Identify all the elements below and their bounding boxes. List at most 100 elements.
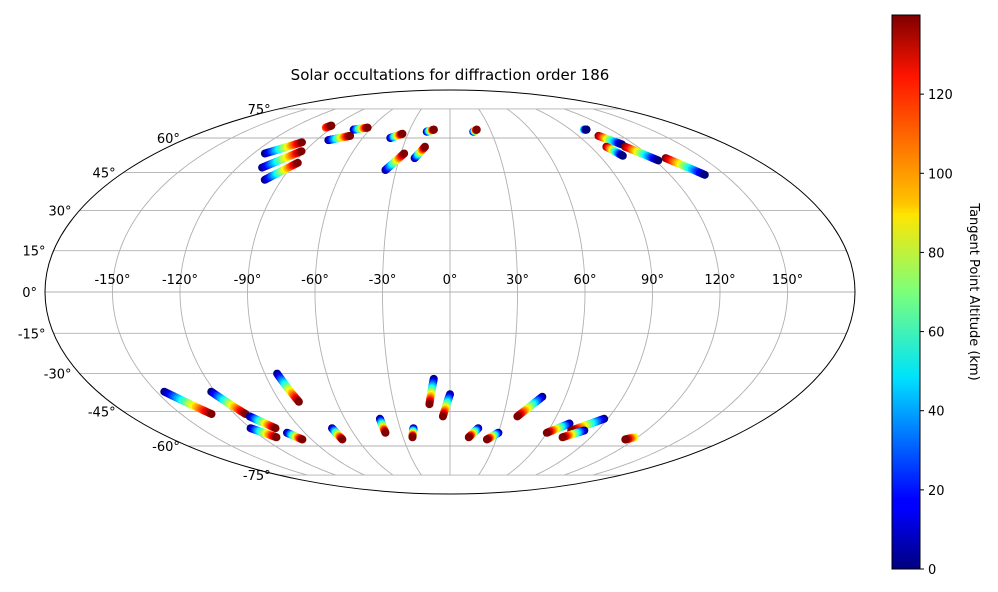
latitude-tick-label: 30°	[48, 204, 71, 219]
occultation-track	[283, 428, 307, 444]
occultation-track	[410, 142, 429, 163]
map-area: -150° -120° -90° -60° -30° 0° 30° 60° 90° 120° 150…	[18, 89, 856, 495]
occultation-track	[425, 374, 438, 409]
latitude-tick-label: 15°	[23, 245, 46, 260]
track-point	[294, 397, 303, 406]
latitude-tick-label: -15°	[18, 327, 46, 342]
latitude-tick-label: -60°	[152, 440, 180, 455]
chart-title: Solar occultations for diffraction order…	[291, 66, 610, 84]
occultation-track	[375, 414, 390, 437]
map-outline	[44, 89, 856, 495]
track-point	[297, 138, 306, 147]
track-point	[618, 151, 627, 160]
track-point	[271, 424, 280, 433]
colorbar-tick-label: 40	[928, 405, 945, 420]
longitude-tick-labels: -150° -120° -90° -60° -30° 0° 30° 60° 90° 120° 150…	[94, 273, 803, 288]
track-point	[654, 156, 663, 165]
track-point	[621, 435, 630, 444]
occultation-track	[621, 433, 639, 444]
colorbar-gradient	[891, 14, 921, 570]
occultation-track	[381, 149, 409, 174]
occultation-track	[661, 154, 709, 179]
latitude-tick-labels: 75° 60° 45° 30° 15° 0° -15° -30° -45° -60° -75°	[18, 103, 271, 484]
occultation-track	[594, 131, 627, 149]
occultation-track	[464, 424, 483, 442]
track-point	[513, 412, 522, 421]
longitude-tick-label: -90°	[234, 273, 262, 288]
latitude-tick-label: 0°	[22, 286, 37, 301]
longitude-tick-label: 150°	[772, 273, 803, 288]
occultation-track	[258, 147, 306, 172]
colorbar-tick-label: 60	[928, 326, 945, 341]
occultation-track	[542, 419, 574, 437]
track-point	[363, 123, 372, 132]
occultation-track	[273, 369, 303, 406]
longitude-tick-label: 60°	[573, 273, 596, 288]
track-point	[542, 428, 551, 437]
occultation-track	[321, 121, 336, 132]
occultation-track	[260, 158, 302, 184]
occultation-track	[469, 125, 481, 136]
longitude-tick-label: -60°	[301, 273, 329, 288]
track-point	[381, 428, 390, 437]
longitude-tick-label: 90°	[641, 273, 664, 288]
track-point	[400, 149, 409, 158]
track-point	[429, 125, 438, 134]
track-point	[482, 435, 491, 444]
track-point	[420, 142, 429, 151]
colorbar-tick-label: 20	[928, 484, 945, 499]
occultation-track	[160, 387, 216, 419]
occultation-track	[386, 129, 407, 142]
occultation-track	[260, 138, 306, 158]
occultation-track	[513, 392, 547, 421]
occultation-track	[621, 142, 663, 165]
track-point	[438, 412, 447, 421]
longitude-tick-label: -30°	[369, 273, 397, 288]
longitude-tick-label: 0°	[443, 273, 458, 288]
colorbar: 0 20 40 60 80 100 120 Tangent Point Altitude (…	[891, 14, 981, 578]
longitude-tick-label: -120°	[162, 273, 198, 288]
occultation-track	[245, 412, 280, 433]
occultation-track	[408, 424, 418, 442]
track-point	[293, 158, 302, 167]
track-point	[207, 410, 216, 419]
track-point	[297, 147, 306, 156]
track-point	[472, 125, 481, 134]
latitude-tick-label: -45°	[88, 406, 116, 421]
longitude-tick-label: 30°	[506, 273, 529, 288]
colorbar-tick-label: 120	[928, 88, 953, 103]
colorbar-ticks: 0 20 40 60 80 100 120	[920, 88, 953, 578]
track-point	[272, 433, 281, 442]
track-point	[346, 131, 355, 140]
track-point	[425, 400, 434, 409]
track-point	[582, 125, 591, 134]
colorbar-label: Tangent Point Altitude (km)	[966, 202, 981, 380]
latitude-tick-label: -75°	[243, 469, 271, 484]
occultation-track	[349, 123, 372, 134]
latitude-tick-label: 60°	[157, 132, 180, 147]
track-point	[398, 129, 407, 138]
occultation-track	[438, 390, 454, 421]
graticule	[45, 108, 855, 476]
occultation-track	[328, 424, 347, 444]
longitude-tick-label: -150°	[94, 273, 130, 288]
occultation-track	[579, 125, 591, 134]
occultation-track	[246, 424, 281, 442]
occultation-track	[482, 428, 503, 444]
track-point	[408, 433, 417, 442]
latitude-tick-label: -30°	[44, 368, 72, 383]
occultation-track	[558, 426, 589, 442]
track-point	[338, 435, 347, 444]
track-point	[464, 433, 473, 442]
track-point	[298, 435, 307, 444]
colorbar-tick-label: 0	[928, 563, 936, 578]
track-point	[700, 170, 709, 179]
track-point	[327, 121, 336, 130]
track-point	[558, 433, 567, 442]
occultation-track	[324, 131, 355, 145]
occultation-tracks	[160, 121, 709, 444]
latitude-tick-label: 45°	[93, 166, 116, 181]
colorbar-tick-label: 100	[928, 167, 953, 182]
occultation-track	[602, 142, 627, 160]
